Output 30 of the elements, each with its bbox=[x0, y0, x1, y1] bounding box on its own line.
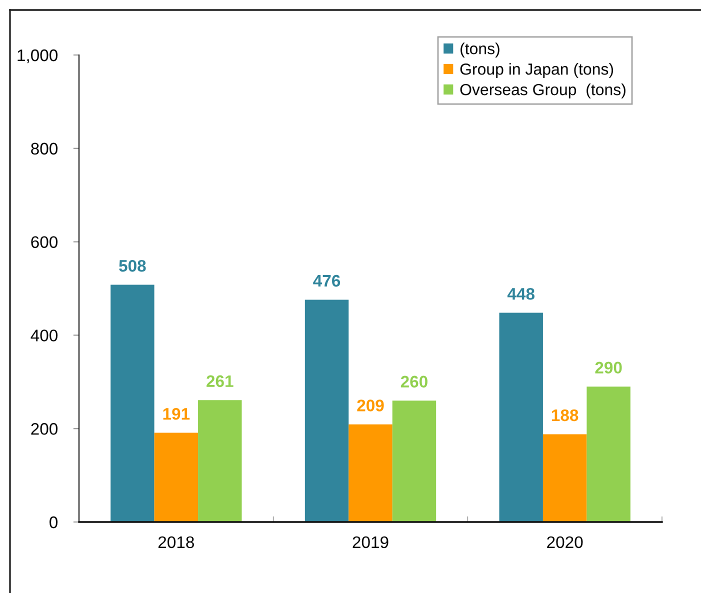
bar bbox=[586, 386, 630, 522]
bar bbox=[348, 424, 392, 522]
data-label: 191 bbox=[163, 408, 190, 420]
bar bbox=[499, 312, 543, 522]
data-label: 508 bbox=[119, 260, 146, 272]
y-tick-label: 0 bbox=[50, 516, 58, 528]
legend-label: Group in Japan (tons) bbox=[460, 63, 614, 78]
data-label: 260 bbox=[400, 376, 428, 388]
x-tick-label: 2019 bbox=[352, 536, 388, 548]
legend-label: (tons) bbox=[460, 42, 500, 58]
bar bbox=[392, 400, 436, 522]
y-tick-label: 600 bbox=[31, 236, 58, 248]
bar bbox=[304, 300, 349, 522]
data-label: 290 bbox=[595, 362, 622, 374]
data-label: 188 bbox=[552, 409, 578, 422]
legend-label: Overseas Group (tons) bbox=[460, 84, 626, 98]
bar bbox=[198, 400, 242, 522]
bar bbox=[542, 434, 587, 522]
y-tick-label: 400 bbox=[30, 330, 58, 342]
y-tick-label: 200 bbox=[31, 423, 58, 435]
data-label: 209 bbox=[357, 400, 384, 412]
y-tick-label: 1,000 bbox=[18, 49, 58, 64]
bar bbox=[110, 284, 154, 522]
x-tick-label: 2020 bbox=[547, 536, 583, 548]
data-label: 476 bbox=[313, 274, 340, 287]
x-tick-label: 2018 bbox=[158, 536, 194, 548]
data-label: 448 bbox=[507, 288, 534, 300]
y-tick-label: 800 bbox=[31, 142, 58, 155]
bar bbox=[154, 432, 198, 522]
data-label: 261 bbox=[206, 375, 234, 388]
